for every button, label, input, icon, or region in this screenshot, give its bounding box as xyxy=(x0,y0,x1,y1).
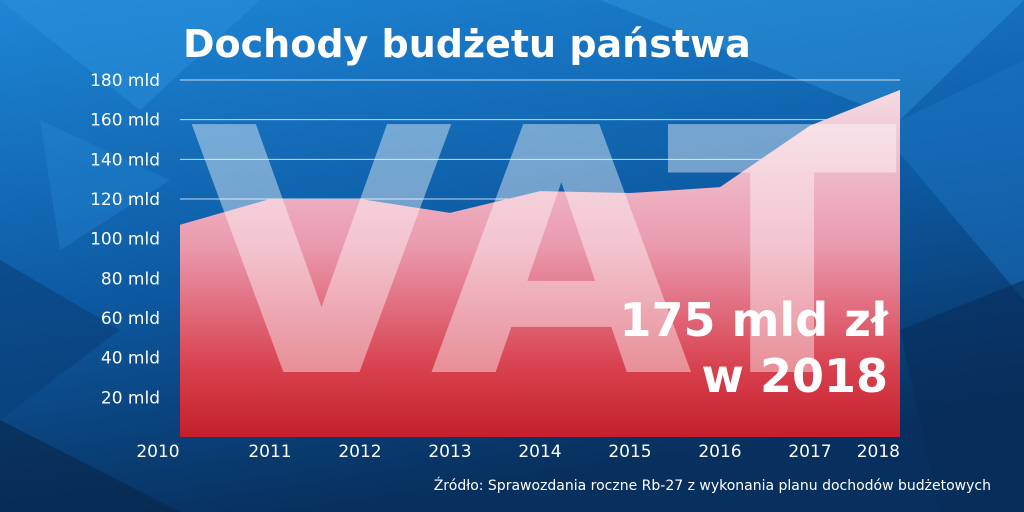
y-tick-label: 40 mld xyxy=(101,349,160,369)
vat-watermark: VAT xyxy=(190,57,900,453)
y-tick-label: 60 mld xyxy=(101,309,160,329)
x-tick-label: 2017 xyxy=(788,442,831,462)
data-point-2018 xyxy=(899,88,902,91)
callout: 175 mld zł w 2018 xyxy=(619,292,888,404)
x-tick-label: 2014 xyxy=(518,442,561,462)
y-tick-label: 20 mld xyxy=(101,388,160,408)
series-area xyxy=(180,89,900,438)
x-tick-label: 2016 xyxy=(698,442,741,462)
x-axis-ticks: 2010 2011 2012 2013 2014 2015 2016 2017 2018 xyxy=(136,442,900,462)
y-tick-label: 140 mld xyxy=(90,150,160,170)
x-tick-label: 2013 xyxy=(428,442,471,462)
y-tick-label: 180 mld xyxy=(90,71,160,91)
x-tick-label: 2018 xyxy=(857,442,900,462)
x-tick-label: 2011 xyxy=(248,442,291,462)
data-point-2010 xyxy=(179,223,182,226)
y-tick-label: 160 mld xyxy=(90,111,160,131)
y-tick-label: 120 mld xyxy=(90,190,160,210)
x-tick-label: 2012 xyxy=(338,442,381,462)
y-axis-ticks: 20 mld 40 mld 60 mld 80 mld 100 mld 120 mld 14… xyxy=(90,71,160,408)
callout-year: w 2018 xyxy=(701,349,888,403)
source-note: Źródło: Sprawozdania roczne Rb-27 z wyko… xyxy=(433,478,991,494)
x-tick-label: 2015 xyxy=(608,442,651,462)
callout-amount: 175 mld zł xyxy=(619,293,888,347)
y-tick-label: 100 mld xyxy=(90,230,160,250)
x-tick-label: 2010 xyxy=(136,442,179,462)
area-layer xyxy=(179,88,902,438)
chart-title: Dochody budżetu państwa xyxy=(183,22,751,66)
y-tick-label: 80 mld xyxy=(101,269,160,289)
